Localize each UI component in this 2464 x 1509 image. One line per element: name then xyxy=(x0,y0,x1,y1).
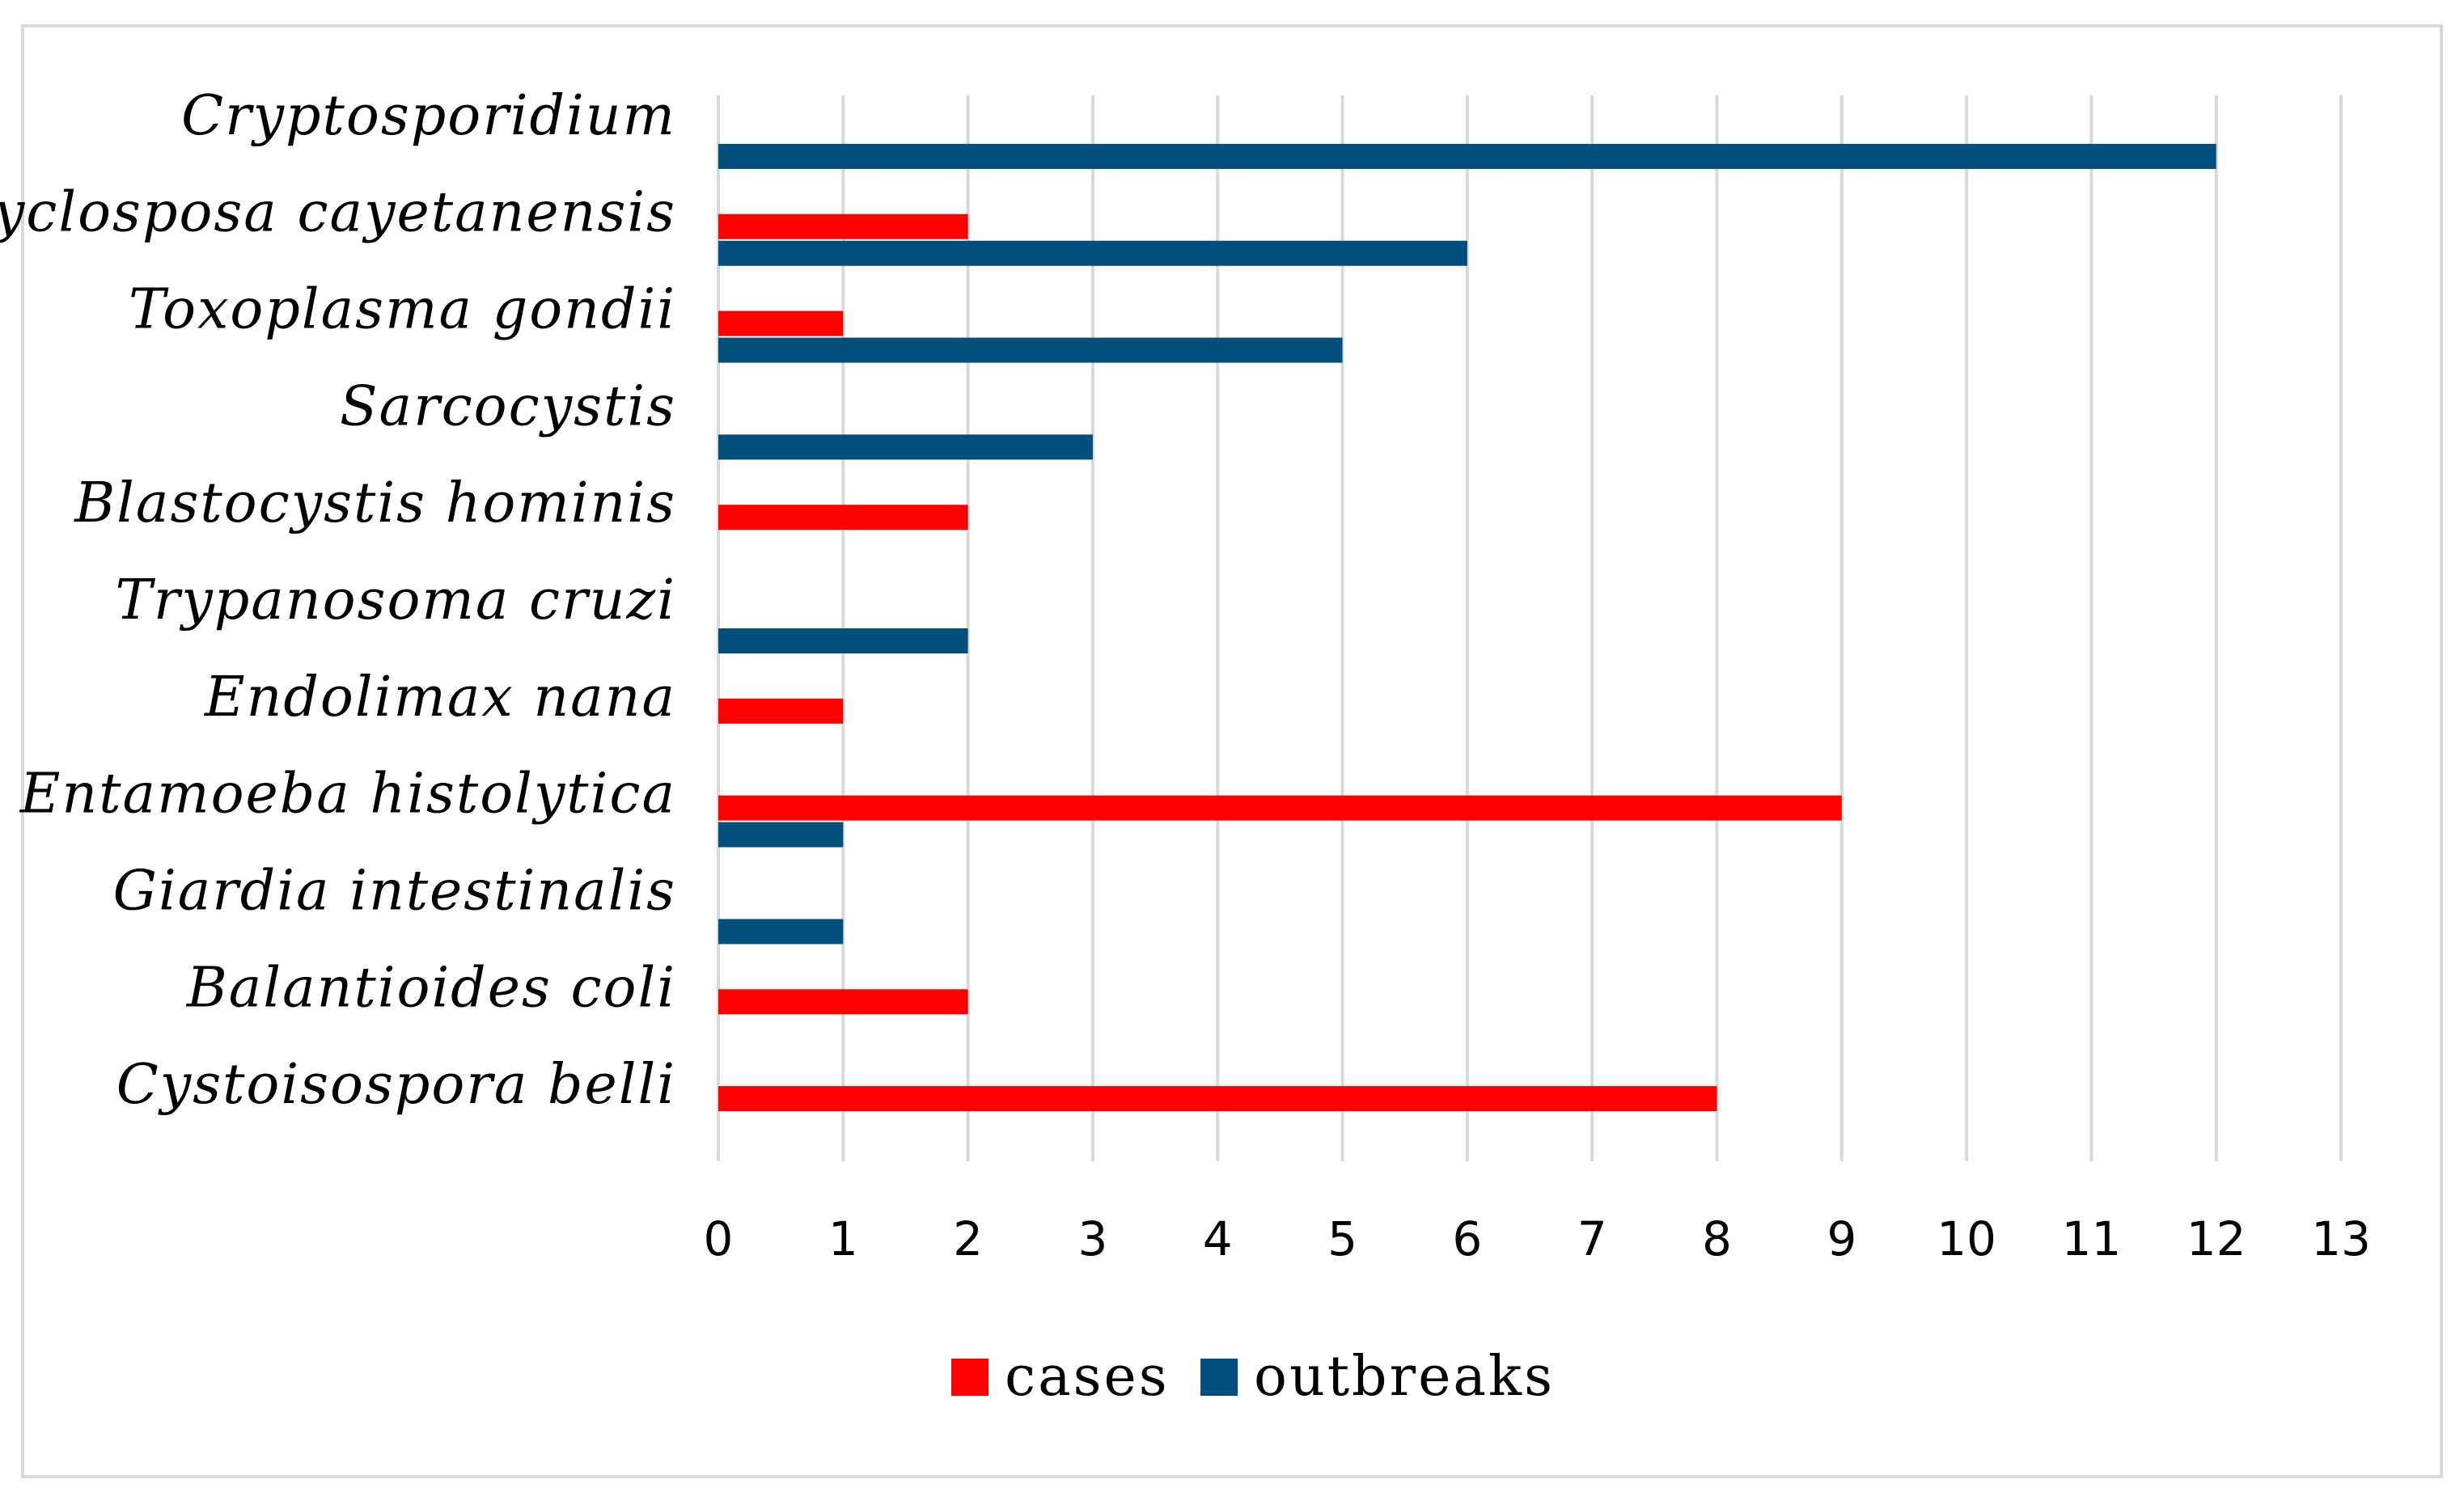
bar-outbreaks xyxy=(718,822,844,847)
bar-outbreaks xyxy=(718,919,844,945)
bar-cases xyxy=(718,795,1842,821)
x-tick-label: 0 xyxy=(704,1211,734,1266)
category-axis: Cryptosporidium Cyclosposa cayetanensis To… xyxy=(0,84,676,1117)
bar-outbreaks xyxy=(718,337,1343,363)
gridlines xyxy=(717,95,2343,1161)
bars xyxy=(718,143,2216,1112)
legend-label-outbreaks: outbreaks xyxy=(1254,1345,1555,1409)
bar-cases xyxy=(718,311,844,336)
x-tick-label: 2 xyxy=(953,1211,983,1266)
x-tick-label: 8 xyxy=(1702,1211,1732,1266)
x-tick-label: 7 xyxy=(1577,1211,1607,1266)
category-label: Cyclosposa cayetanensis xyxy=(0,181,676,245)
bar-outbreaks xyxy=(718,628,968,653)
bar-cases xyxy=(718,989,968,1015)
bar-cases xyxy=(718,1086,1717,1112)
category-label: Balantioides coli xyxy=(185,956,676,1020)
bar-outbreaks xyxy=(718,240,1467,266)
x-axis-ticks: 0 1 2 3 4 5 6 7 8 9 10 11 12 13 xyxy=(704,1211,2371,1266)
legend-swatch-cases xyxy=(951,1359,989,1396)
x-tick-label: 4 xyxy=(1203,1211,1233,1266)
category-label: Entamoeba histolytica xyxy=(19,763,676,826)
x-tick-label: 11 xyxy=(2061,1211,2121,1266)
x-tick-label: 6 xyxy=(1452,1211,1482,1266)
x-tick-label: 5 xyxy=(1327,1211,1357,1266)
category-label: Toxoplasma gondii xyxy=(129,278,676,342)
x-tick-label: 1 xyxy=(828,1211,858,1266)
category-label: Cystoisospora belli xyxy=(116,1053,676,1117)
category-label: Trypanosoma cruzi xyxy=(115,569,676,632)
x-tick-label: 9 xyxy=(1827,1211,1856,1266)
category-label: Endolimax nana xyxy=(203,666,676,729)
x-tick-label: 13 xyxy=(2311,1211,2371,1266)
bar-cases xyxy=(718,505,968,530)
category-label: Sarcocystis xyxy=(340,374,676,438)
x-tick-label: 12 xyxy=(2187,1211,2246,1266)
bar-outbreaks xyxy=(718,434,1093,460)
legend-label-cases: cases xyxy=(1005,1345,1170,1409)
bar-cases xyxy=(718,213,968,239)
bar-cases xyxy=(718,698,844,724)
legend-swatch-outbreaks xyxy=(1200,1359,1238,1396)
category-label: Blastocystis hominis xyxy=(73,471,676,535)
x-tick-label: 3 xyxy=(1077,1211,1107,1266)
category-label: Giardia intestinalis xyxy=(113,859,676,923)
legend: cases outbreaks xyxy=(951,1345,1555,1409)
category-label: Cryptosporidium xyxy=(181,84,676,148)
x-tick-label: 10 xyxy=(1937,1211,1996,1266)
bar-outbreaks xyxy=(718,143,2216,169)
chart-frame xyxy=(21,24,2443,1478)
